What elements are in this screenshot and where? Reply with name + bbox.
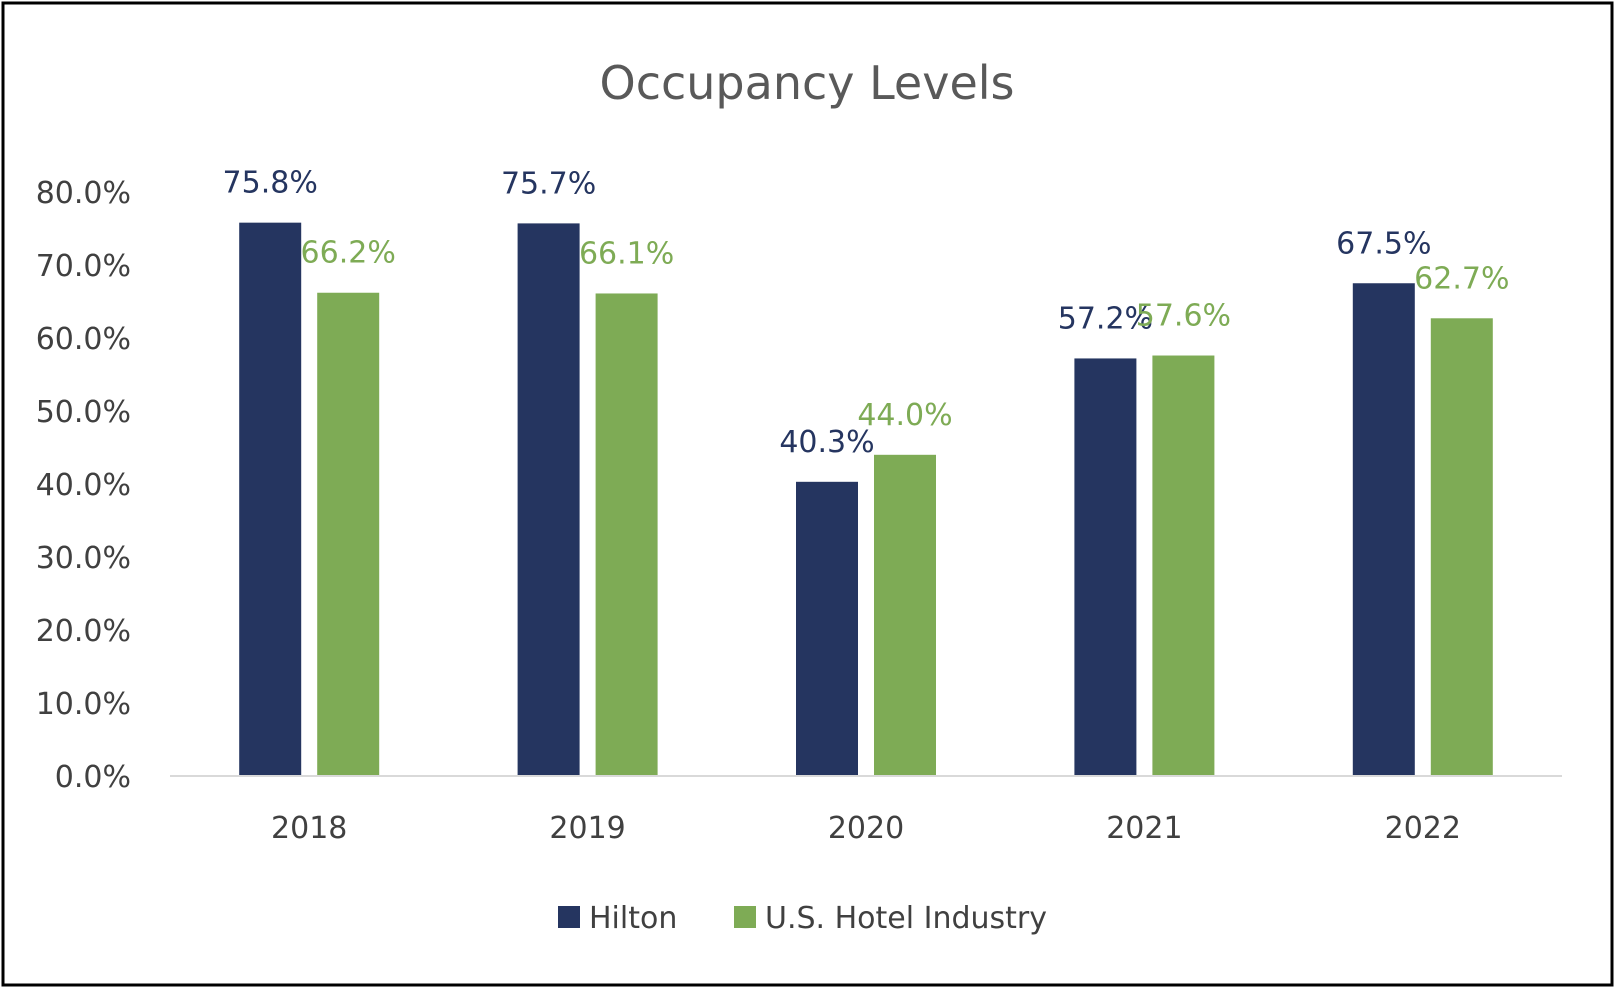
y-axis: 0.0% 10.0% 20.0% 30.0% 40.0% 50.0% 60.0% 70.0% 8…	[36, 176, 131, 795]
bar-us-hotel-industry-2020	[874, 454, 936, 776]
data-label-us-hotel-industry-2021: 57.6%	[1136, 299, 1231, 334]
x-tick-label: 2020	[828, 811, 904, 846]
y-tick-label: 50.0%	[36, 395, 131, 430]
data-label-hilton-2018: 75.8%	[223, 166, 318, 201]
data-label-us-hotel-industry-2022: 62.7%	[1414, 261, 1509, 296]
x-tick-label: 2021	[1106, 811, 1182, 846]
y-tick-label: 40.0%	[36, 468, 131, 503]
x-tick-label: 2022	[1385, 811, 1461, 846]
x-tick-label: 2019	[549, 811, 625, 846]
data-label-us-hotel-industry-2020: 44.0%	[857, 398, 952, 433]
chart-title: Occupancy Levels	[599, 56, 1014, 110]
legend-label: U.S. Hotel Industry	[765, 901, 1047, 936]
y-tick-label: 10.0%	[36, 687, 131, 722]
data-label-hilton-2020: 40.3%	[779, 425, 874, 460]
bar-us-hotel-industry-2022	[1430, 318, 1493, 776]
bar-hilton-2019	[517, 223, 580, 776]
bar-hilton-2021	[1074, 358, 1137, 776]
bar-hilton-2018	[239, 222, 302, 776]
bar-hilton-2022	[1352, 283, 1415, 776]
x-tick-label: 2018	[271, 811, 347, 846]
legend-swatch	[734, 906, 756, 928]
bar-us-hotel-industry-2021	[1152, 355, 1215, 776]
y-tick-label: 0.0%	[55, 760, 131, 795]
y-tick-label: 60.0%	[36, 322, 131, 357]
legend-label: Hilton	[589, 901, 677, 936]
bar-hilton-2020	[796, 481, 858, 776]
bar-us-hotel-industry-2019	[595, 293, 658, 776]
data-label-us-hotel-industry-2018: 66.2%	[301, 236, 396, 271]
data-label-hilton-2022: 67.5%	[1336, 226, 1431, 261]
legend-item-us-hotel-industry: U.S. Hotel Industry	[734, 901, 1047, 936]
legend-item-hilton: Hilton	[558, 901, 677, 936]
y-tick-label: 80.0%	[36, 176, 131, 211]
data-label-us-hotel-industry-2019: 66.1%	[579, 236, 674, 271]
y-tick-label: 30.0%	[36, 541, 131, 576]
y-tick-label: 70.0%	[36, 249, 131, 284]
legend: Hilton U.S. Hotel Industry	[558, 901, 1047, 936]
legend-swatch	[558, 906, 580, 928]
bar-us-hotel-industry-2018	[317, 292, 380, 776]
data-label-hilton-2019: 75.7%	[501, 166, 596, 201]
x-axis: 2018 2019 2020 2021 2022	[271, 811, 1461, 846]
data-label-hilton-2021: 57.2%	[1058, 301, 1153, 336]
bars-group: 75.8% 66.2% 75.7% 66.1% 40.3%44.0% 57.2%57.6%…	[223, 166, 1509, 776]
y-tick-label: 20.0%	[36, 614, 131, 649]
